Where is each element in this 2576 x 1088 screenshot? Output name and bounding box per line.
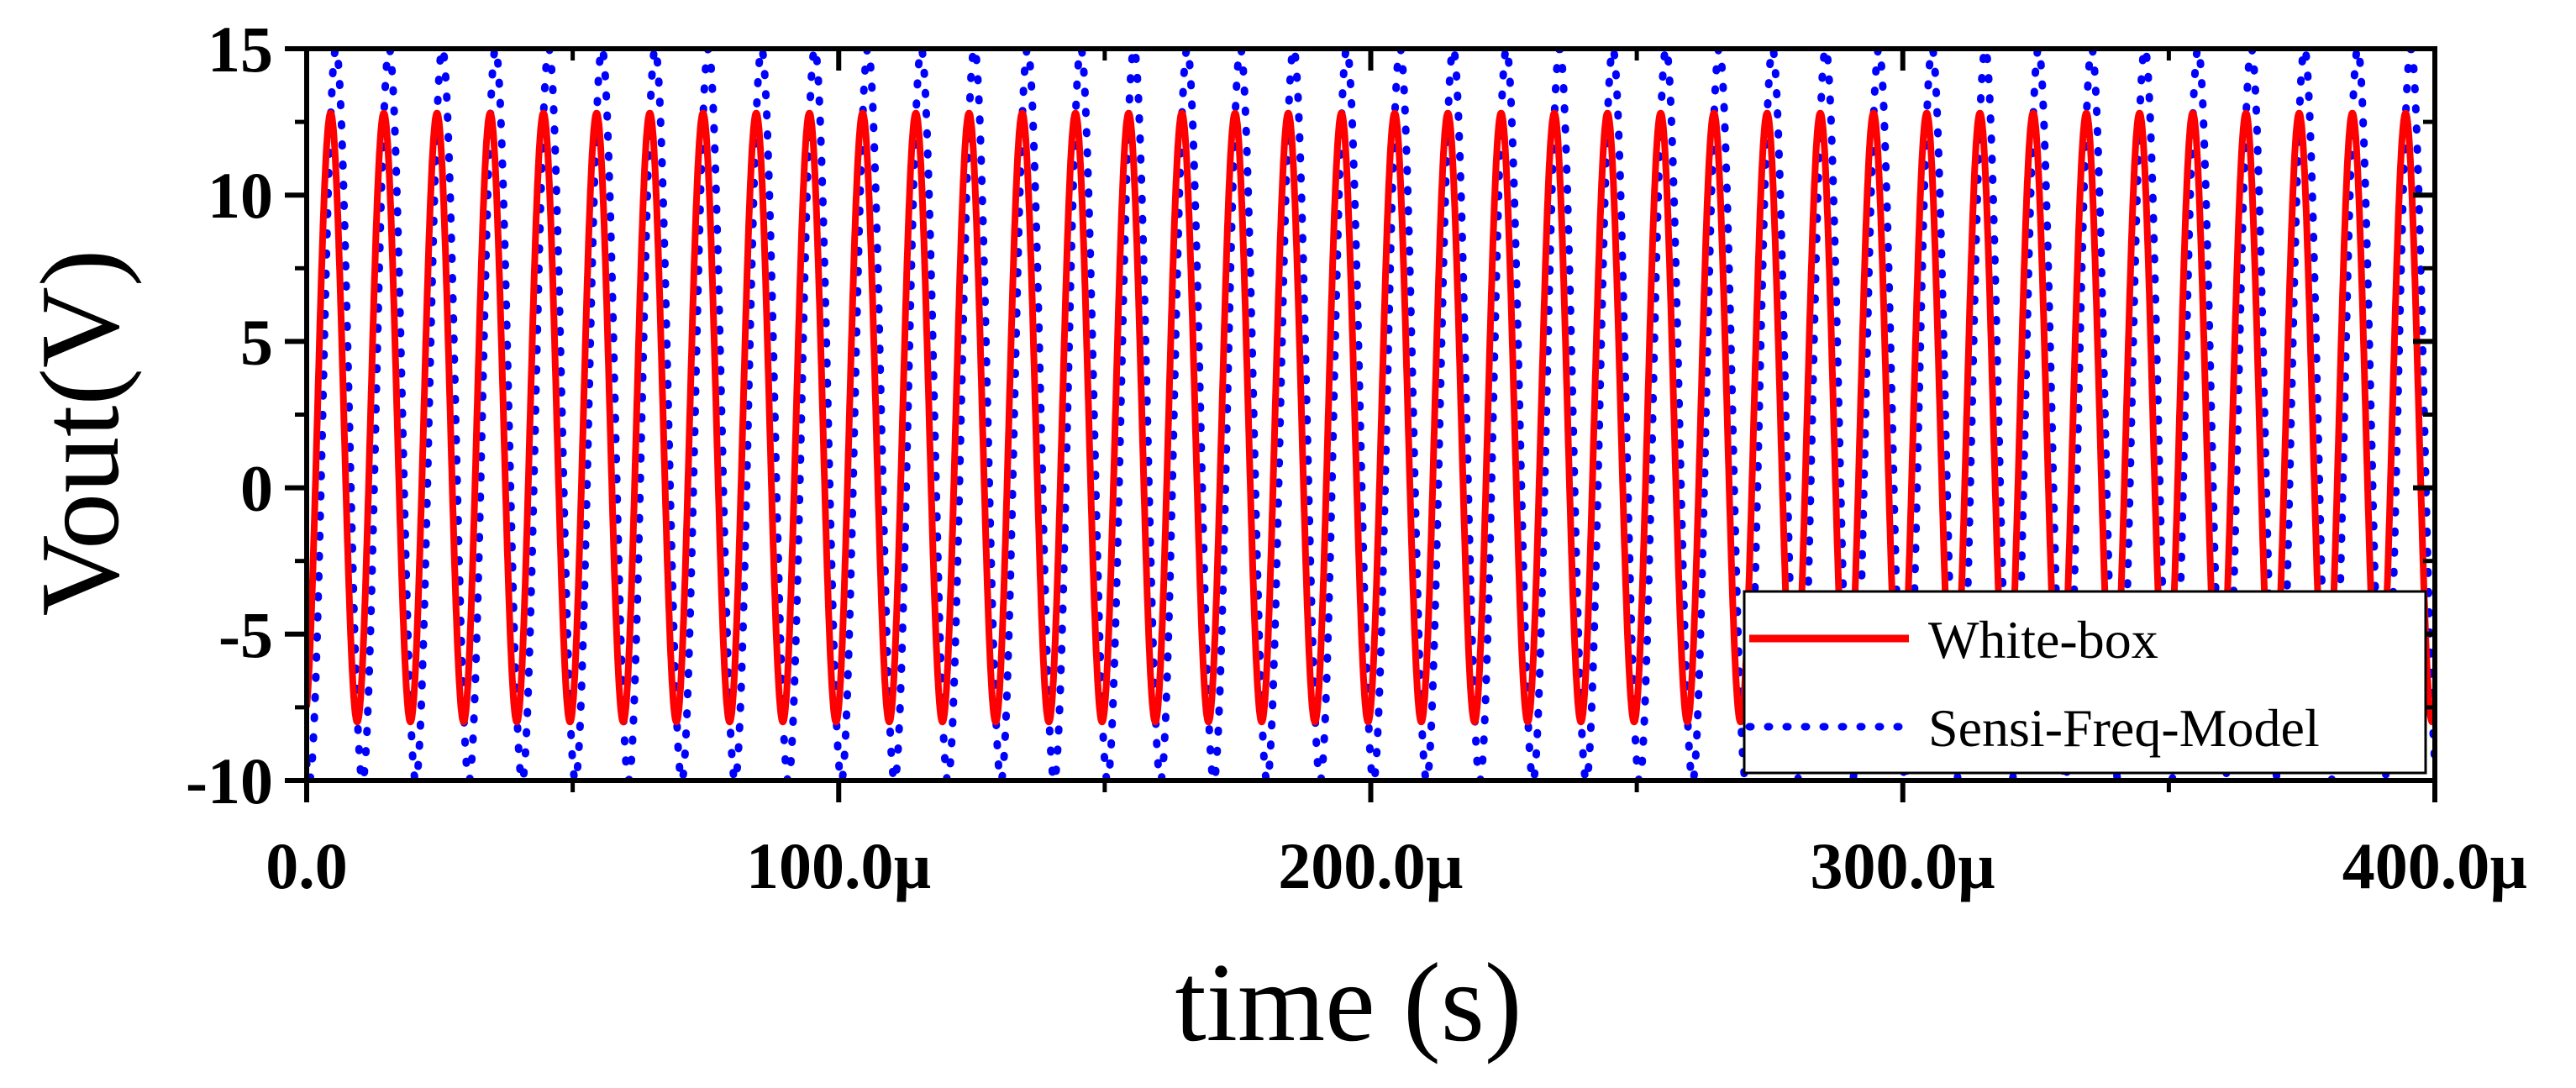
y-tick-label: 5 bbox=[240, 305, 273, 378]
x-axis-title: time (s) bbox=[1175, 940, 1522, 1064]
legend: White-box Sensi-Freq-Model bbox=[1743, 590, 2427, 775]
x-tick-label: 300.0µ bbox=[1811, 829, 1995, 902]
y-tick-label: 10 bbox=[208, 159, 273, 232]
y-axis-title: Vout(V) bbox=[18, 250, 142, 617]
series-line-white-box bbox=[307, 109, 2435, 726]
x-tick-label: 0.0 bbox=[265, 829, 348, 902]
y-tick-label: -5 bbox=[218, 598, 273, 671]
legend-label-sensi-freq-model: Sensi-Freq-Model bbox=[1928, 698, 2320, 758]
x-tick-label: 400.0µ bbox=[2342, 829, 2527, 902]
series-layer bbox=[307, 49, 2435, 781]
y-tick-label: 15 bbox=[208, 13, 273, 86]
y-tick-label: 0 bbox=[240, 452, 273, 525]
legend-box bbox=[1743, 590, 2427, 775]
x-tick-label: 100.0µ bbox=[746, 829, 931, 902]
x-tick-label: 200.0µ bbox=[1278, 829, 1463, 902]
series-line-sensi-freq-model bbox=[307, 49, 2435, 781]
y-tick-label: -10 bbox=[186, 744, 273, 817]
ticks-layer: 0.0 100.0µ 200.0µ 300.0µ 400.0µ -10 -5 0 5 10 15 bbox=[186, 13, 2527, 902]
legend-label-white-box: White-box bbox=[1928, 610, 2158, 670]
